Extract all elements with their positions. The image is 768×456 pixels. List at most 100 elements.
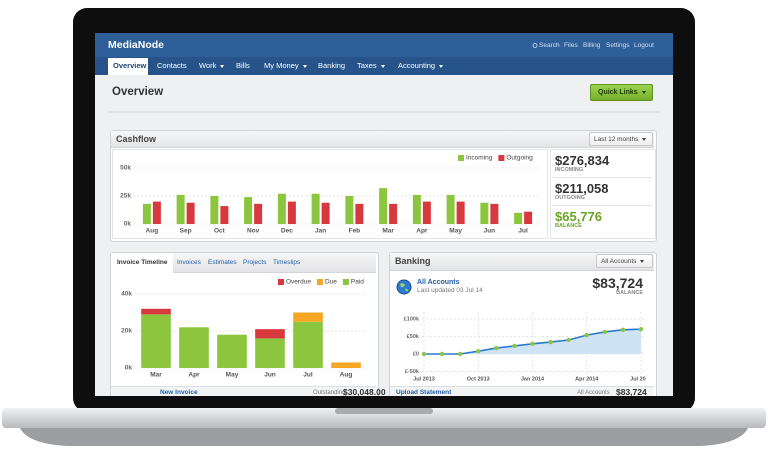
x-tick-label: Nov (247, 228, 260, 235)
panel-footer (111, 386, 376, 397)
upload-statement-link[interactable]: Upload Statement (396, 389, 452, 396)
nav-tab[interactable]: My Money (264, 62, 307, 70)
balance-label: BALANCE (616, 290, 643, 296)
cashflow-chart: 0k 25k 50k Incoming Outgoing Aug Sep Oct Nov Dec J… (120, 155, 540, 235)
bar-segment (179, 327, 209, 368)
bar (524, 211, 533, 224)
header-link[interactable]: Settings (606, 42, 630, 49)
range-dropdown[interactable]: Last 12 months (589, 132, 653, 146)
invoice-tab[interactable]: Projects (243, 259, 267, 266)
x-tick-label: Dec (281, 228, 293, 235)
bar (142, 203, 151, 224)
point (548, 339, 553, 345)
banking-chart: Jul 2013 Oct 2013 Jan 2014 Apr 2014 Jul 2014… (404, 312, 646, 382)
bezel-bottom (95, 396, 673, 408)
legend-label: Overdue (286, 279, 311, 286)
summary-value: $65,776 (555, 209, 602, 224)
x-tick-label: Jan 2014 (521, 376, 545, 382)
bar (412, 194, 421, 224)
point (620, 327, 626, 333)
x-tick-label: Aug (340, 372, 353, 379)
y-tick-label: 0k (124, 221, 132, 228)
bar (210, 196, 219, 224)
bar (254, 203, 263, 224)
bar (422, 201, 431, 224)
bar-segment (141, 308, 171, 315)
bar (311, 193, 320, 224)
x-tick-label: Mar (382, 228, 394, 235)
bar (490, 203, 499, 224)
panel-title: Banking (395, 256, 431, 266)
invoice-tab[interactable]: Timeslips (273, 259, 301, 266)
balance-value: $83,724 (592, 275, 643, 291)
footer-value: $30,048.00 (343, 387, 386, 397)
bar-segment (255, 338, 285, 368)
header-link[interactable]: Billing (583, 42, 601, 49)
invoice-tab[interactable]: Invoice Timeline (117, 259, 168, 266)
y-tick-label: £0 (413, 351, 419, 357)
page-title: Overview (112, 86, 164, 98)
quick-links-button[interactable]: Quick Links (590, 84, 653, 101)
header-link[interactable]: Search (539, 42, 560, 49)
globe-icon (396, 279, 412, 295)
bar (345, 196, 354, 224)
y-tick-label: £50k (407, 334, 420, 340)
nav-tab[interactable]: Overview (113, 61, 147, 70)
bar (287, 201, 296, 224)
legend-label: Due (325, 279, 337, 286)
x-tick-label: Jul (518, 228, 528, 235)
footer-value: $83,724 (616, 387, 647, 397)
summary-label: INCOMING (555, 167, 584, 173)
nav-tab[interactable]: Accounting (398, 62, 443, 70)
header-link[interactable]: Files (564, 42, 578, 49)
nav-tab[interactable]: Bills (236, 61, 250, 70)
nav-tab[interactable]: Work (199, 62, 224, 70)
x-tick-label: Feb (349, 228, 361, 235)
nav-tab[interactable]: Taxes (357, 62, 385, 70)
y-tick-label: 0k (125, 365, 133, 372)
invoice-tab[interactable]: Invoices (177, 259, 201, 266)
nav-tab[interactable]: Contacts (157, 61, 187, 70)
panel-footer (390, 386, 654, 397)
divider (552, 177, 652, 178)
point (512, 343, 517, 349)
invoice-chart: 0k 20k 40k Overdue Due Paid Mar Apr May Jun Jul Aug (121, 279, 365, 379)
x-tick-label: Oct (214, 228, 226, 235)
bar (446, 194, 455, 224)
legend-swatch (498, 155, 505, 161)
new-invoice-link[interactable]: New Invoice (160, 389, 198, 396)
x-tick-label: Mar (150, 372, 162, 379)
point (476, 349, 481, 354)
point (439, 351, 445, 357)
panel-header (111, 131, 654, 148)
footer-label: All Accounts (577, 390, 610, 396)
account-dropdown[interactable]: All Accounts (596, 254, 653, 268)
nav-tab[interactable]: Banking (318, 61, 346, 70)
summary-label: BALANCE (555, 223, 582, 229)
account-link[interactable]: All Accounts (417, 279, 460, 286)
summary-value: $276,834 (555, 153, 610, 168)
x-tick-label: Oct 2013 (467, 376, 490, 382)
legend-swatch (278, 279, 284, 285)
divider (552, 205, 652, 206)
y-tick-label: 25k (120, 193, 131, 200)
y-tick-label: 50k (120, 165, 131, 172)
x-tick-label: May (449, 228, 462, 235)
summary-value: $211,058 (555, 181, 609, 196)
x-tick-label: Jan (315, 228, 326, 235)
point (530, 341, 535, 347)
x-tick-label: Apr (416, 228, 428, 235)
bar-segment (217, 334, 247, 368)
bar (176, 194, 185, 224)
chart-frame (112, 149, 548, 239)
bar (480, 202, 489, 224)
header-link[interactable]: Logout (634, 42, 654, 49)
legend-label: Paid (351, 279, 364, 286)
summary-box (550, 149, 656, 239)
summary-label: OUTGOING (555, 195, 585, 201)
bar (152, 201, 161, 224)
invoice-tab[interactable]: Estimates (208, 259, 237, 266)
point (494, 345, 499, 351)
brand: MediaNode (108, 39, 165, 51)
